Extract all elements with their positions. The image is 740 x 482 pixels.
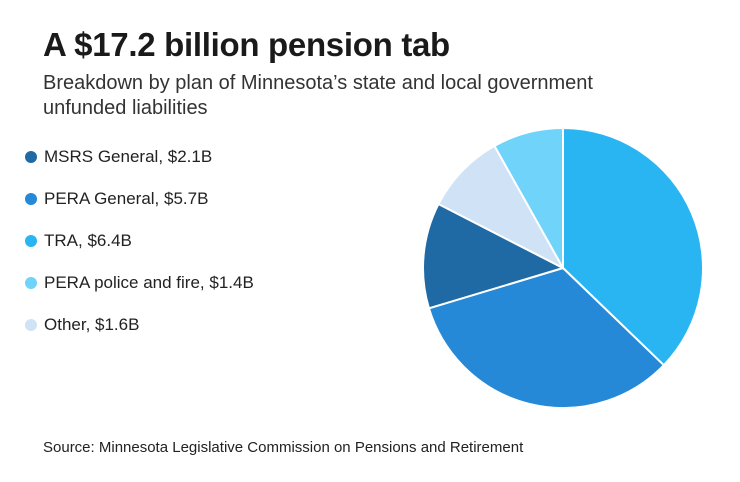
- pie-slice-tra: [562, 127, 704, 367]
- legend-swatch-tra: [25, 235, 37, 247]
- legend-item-tra: TRA, $6.4B: [25, 231, 254, 251]
- legend-label-tra: TRA, $6.4B: [44, 231, 132, 250]
- legend-item-pera-police-fire: PERA police and fire, $1.4B: [25, 273, 254, 293]
- chart-subtitle: Breakdown by plan of Minnesota’s state a…: [43, 72, 593, 119]
- pie-slice-other: [437, 144, 564, 269]
- source-note: Source: Minnesota Legislative Commission…: [43, 439, 524, 456]
- legend-swatch-msrs-general: [25, 151, 37, 163]
- legend-label-pera-police-fire: PERA police and fire, $1.4B: [44, 273, 254, 292]
- pie-slice-pera-police-and-fire: [493, 127, 564, 269]
- legend-item-pera-general: PERA General, $5.7B: [25, 189, 254, 209]
- chart-title: A $17.2 billion pension tab: [43, 26, 450, 63]
- legend-item-msrs-general: MSRS General, $2.1B: [25, 147, 254, 167]
- pie-slice-msrs-general: [422, 202, 564, 310]
- legend-label-msrs-general: MSRS General, $2.1B: [44, 147, 213, 166]
- legend-swatch-pera-police-fire: [25, 277, 37, 289]
- legend-swatch-pera-general: [25, 193, 37, 205]
- legend-label-other: Other, $1.6B: [44, 315, 140, 334]
- legend-label-pera-general: PERA General, $5.7B: [44, 189, 209, 208]
- legend-item-other: Other, $1.6B: [25, 315, 254, 335]
- legend: MSRS General, $2.1B PERA General, $5.7B …: [25, 147, 254, 357]
- pie-slice-pera-general: [427, 267, 665, 409]
- legend-swatch-other: [25, 319, 37, 331]
